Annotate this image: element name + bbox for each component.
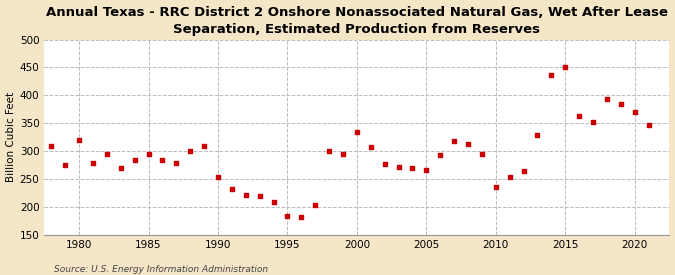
Point (365, 145, 376, 149)
Point (88, 160, 99, 165)
Point (185, 149, 196, 154)
Point (574, 114, 585, 118)
Point (462, 142, 473, 146)
Point (477, 152, 487, 156)
Point (629, 110, 640, 114)
Point (157, 158, 168, 162)
Point (129, 158, 140, 162)
Point (518, 169, 529, 173)
Point (268, 200, 279, 204)
Point (560, 65, 570, 70)
Point (60, 163, 71, 167)
Point (588, 120, 599, 125)
Point (198, 144, 209, 148)
Point (352, 130, 362, 134)
Point (310, 202, 321, 207)
Point (143, 152, 154, 156)
Title: Annual Texas - RRC District 2 Onshore Nonassociated Natural Gas, Wet After Lease: Annual Texas - RRC District 2 Onshore No… (46, 6, 668, 35)
Point (171, 160, 182, 165)
Point (601, 97, 612, 101)
Point (407, 166, 418, 170)
Point (435, 153, 446, 157)
Point (504, 174, 515, 179)
Point (491, 185, 502, 189)
Point (46, 144, 57, 148)
Point (115, 166, 126, 170)
Point (213, 174, 223, 179)
Point (532, 133, 543, 137)
Point (254, 194, 265, 198)
Point (296, 215, 306, 220)
Point (449, 139, 460, 144)
Point (101, 152, 112, 156)
Point (379, 161, 390, 166)
Point (338, 152, 348, 156)
Point (393, 164, 404, 169)
Point (282, 214, 293, 218)
Y-axis label: Billion Cubic Feet: Billion Cubic Feet (5, 92, 16, 183)
Point (421, 168, 432, 172)
Point (324, 149, 335, 154)
Point (546, 73, 557, 77)
Point (616, 102, 626, 106)
Point (643, 123, 654, 127)
Text: Source: U.S. Energy Information Administration: Source: U.S. Energy Information Administ… (54, 265, 268, 274)
Point (240, 193, 251, 197)
Point (74, 138, 84, 142)
Point (227, 187, 238, 191)
